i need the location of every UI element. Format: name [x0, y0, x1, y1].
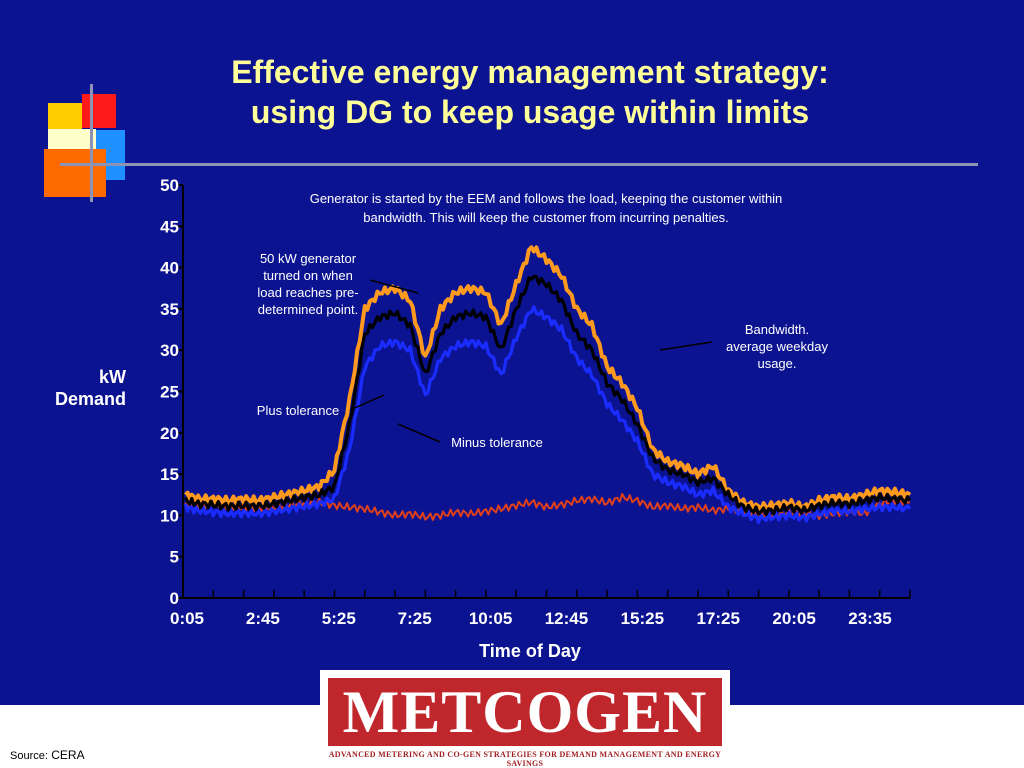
x-tick-label: 0:05: [170, 609, 204, 628]
x-tick-label: 10:05: [469, 609, 512, 628]
deco-square-yellow: [48, 103, 82, 131]
y-tick-label: 50: [160, 176, 179, 195]
series-line-2: [183, 305, 912, 525]
minus-tolerance-label: Minus tolerance: [451, 435, 543, 450]
deco-line-vertical: [90, 84, 93, 202]
title-divider: [60, 163, 978, 166]
title-line-1: Effective energy management strategy:: [231, 54, 829, 90]
x-tick-label: 5:25: [322, 609, 356, 628]
chart-axes: 0 5 10 15 20 25 30 35 40 45 50 0:05 2:45 5:25 7:25 10:0…: [160, 176, 911, 628]
logo-banner: METCOGEN: [328, 678, 722, 746]
y-tick-label: 35: [160, 300, 179, 319]
y-tick-label: 5: [170, 548, 179, 567]
gen-note-line-4: determined point.: [258, 302, 358, 317]
page-title: Effective energy management strategy: us…: [150, 52, 910, 132]
x-axis-label: Time of Day: [479, 641, 581, 661]
y-axis-label-line-2: Demand: [54, 389, 126, 409]
y-tick-label: 45: [160, 217, 179, 236]
deco-square-orange: [44, 149, 106, 197]
annotations: Generator is started by the EEM and foll…: [257, 191, 829, 450]
arrow-bandwidth: [659, 341, 713, 351]
y-tick-label: 0: [170, 589, 179, 608]
bandwidth-note-line-3: usage.: [757, 356, 796, 371]
y-tick-label: 20: [160, 424, 179, 443]
y-tick-label: 25: [160, 383, 179, 402]
x-tick-label: 17:25: [696, 609, 739, 628]
logo-tagline: ADVANCED METERING AND CO-GEN STRATEGIES …: [328, 750, 722, 768]
x-tick-label: 2:45: [246, 609, 280, 628]
y-tick-label: 30: [160, 341, 179, 360]
series-line-1: [184, 274, 912, 517]
arrow-gen: [369, 279, 419, 294]
source-label: Source:: [10, 750, 48, 762]
gen-note-line-1: 50 kW generator: [260, 251, 357, 266]
top-note-line-2: bandwidth. This will keep the customer f…: [363, 210, 728, 225]
deco-square-cream: [48, 129, 96, 149]
source-value: CERA: [51, 748, 85, 762]
y-tick-label: 15: [160, 465, 179, 484]
y-tick-label: 10: [160, 506, 179, 525]
x-tick-label: 15:25: [621, 609, 664, 628]
source-note: Source: CERA: [10, 748, 85, 762]
y-axis-label-line-1: kW: [99, 367, 126, 387]
x-tick-label: 20:05: [772, 609, 815, 628]
title-line-2: using DG to keep usage within limits: [250, 94, 810, 130]
logo-wordmark: METCOGEN: [342, 679, 708, 745]
bandwidth-note-line-2: average weekday: [726, 339, 828, 354]
annotation-arrows: [349, 279, 713, 443]
arrow-minus: [397, 423, 441, 443]
deco-square-red: [82, 94, 116, 128]
chart: 0 5 10 15 20 25 30 35 40 45 50 0:05 2:45 5:25 7:25 10:0…: [160, 176, 912, 628]
plus-tolerance-label: Plus tolerance: [257, 403, 339, 418]
x-tick-label: 12:45: [545, 609, 588, 628]
top-note-line-1: Generator is started by the EEM and foll…: [310, 191, 783, 206]
gen-note-line-2: turned on when: [263, 268, 353, 283]
gen-note-line-3: load reaches pre-: [257, 285, 358, 300]
chart-series: [183, 245, 912, 525]
y-tick-label: 40: [160, 259, 179, 278]
arrow-plus: [349, 394, 385, 411]
bandwidth-note-line-1: Bandwidth.: [745, 322, 809, 337]
x-tick-label: 7:25: [398, 609, 432, 628]
y-axis-label: kW Demand: [20, 366, 126, 410]
x-tick-label: 23:35: [848, 609, 891, 628]
metcogen-logo: METCOGEN ADVANCED METERING AND CO-GEN ST…: [320, 670, 730, 768]
